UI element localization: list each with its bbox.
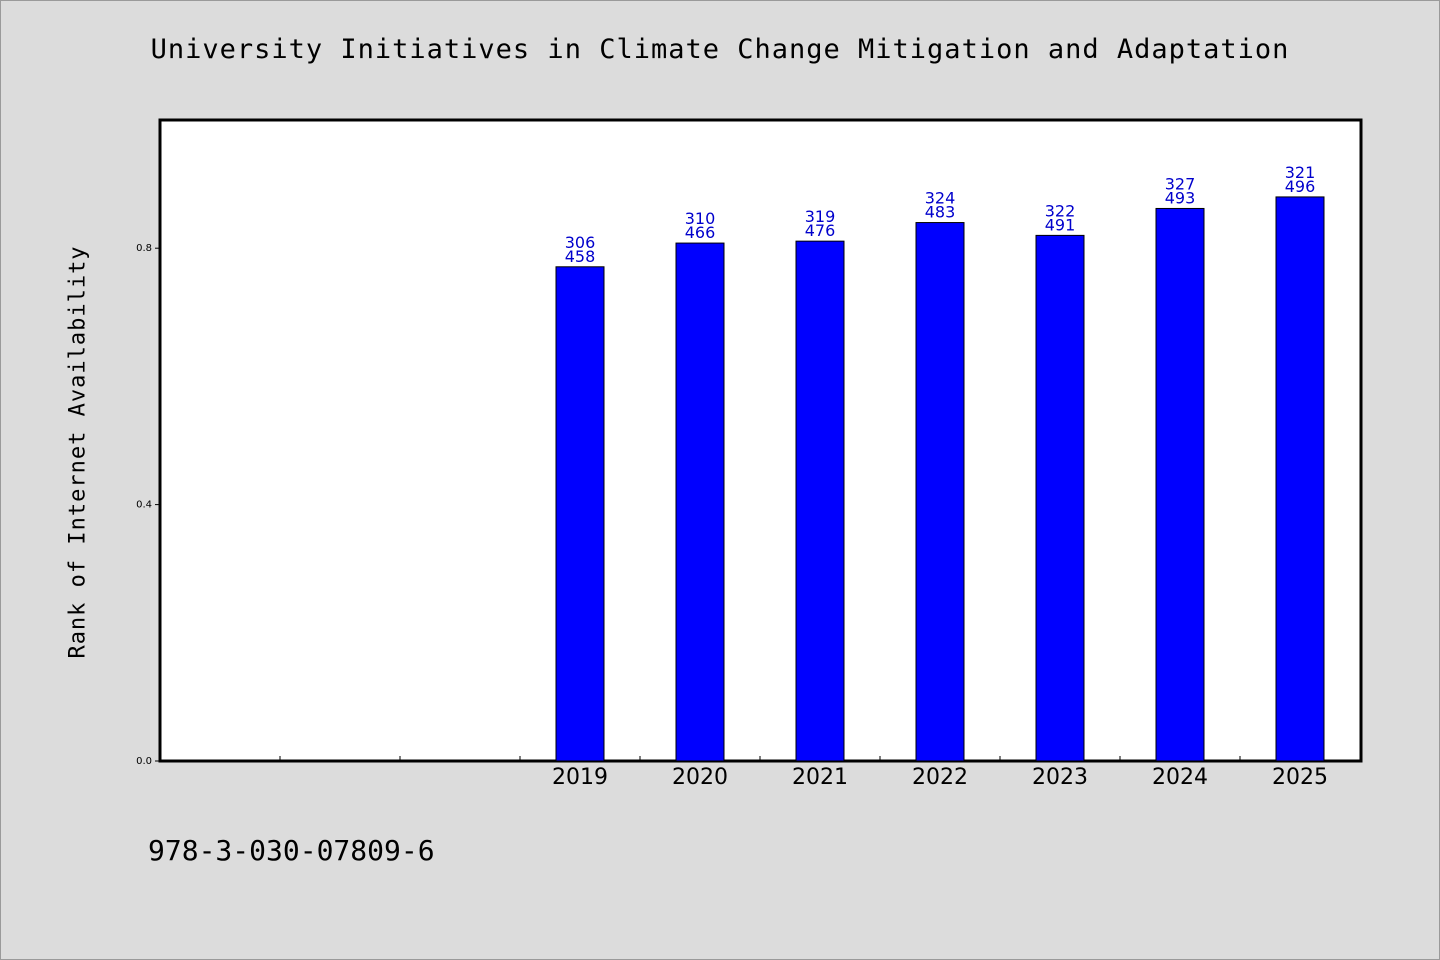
y-tick-label: 0.0 xyxy=(136,756,152,767)
bar-annotation-top: 306 xyxy=(565,233,596,252)
x-tick-label: 2024 xyxy=(1152,765,1208,790)
bar-annotation-bottom: 483 xyxy=(925,203,956,222)
bar-annotation-bottom: 491 xyxy=(1045,215,1076,234)
bar-annotation-bottom: 493 xyxy=(1165,188,1196,207)
bar xyxy=(1155,207,1205,762)
x-tick-label: 2025 xyxy=(1272,765,1328,790)
bar xyxy=(555,266,605,762)
y-tick-label: 0.8 xyxy=(136,243,152,254)
bar-annotation-top: 327 xyxy=(1165,174,1196,193)
bar-annotation-bottom: 496 xyxy=(1285,177,1316,196)
x-tick-label: 2022 xyxy=(912,765,968,790)
bar xyxy=(1035,234,1085,762)
bar-annotation-bottom: 466 xyxy=(685,223,716,242)
bar xyxy=(675,242,725,762)
bar-annotation-top: 322 xyxy=(1045,201,1076,220)
bar-annotation-top: 324 xyxy=(925,189,956,208)
x-tick-label: 2021 xyxy=(792,765,848,790)
x-tick-label: 2023 xyxy=(1032,765,1088,790)
bar xyxy=(1275,196,1325,762)
bar-annotation-top: 310 xyxy=(685,209,716,228)
bar-annotation-top: 321 xyxy=(1285,163,1316,182)
bar-annotation-bottom: 458 xyxy=(565,247,596,266)
x-tick-label: 2020 xyxy=(672,765,728,790)
bar xyxy=(795,240,845,762)
bar-annotation-bottom: 476 xyxy=(805,221,836,240)
y-tick-label: 0.4 xyxy=(136,500,152,511)
x-tick-label: 2019 xyxy=(552,765,608,790)
chart-title: University Initiatives in Climate Change… xyxy=(150,34,1290,65)
bar-annotation-top: 319 xyxy=(805,207,836,226)
bar xyxy=(915,222,965,762)
isbn-label: 978-3-030-07809-6 xyxy=(148,834,435,867)
